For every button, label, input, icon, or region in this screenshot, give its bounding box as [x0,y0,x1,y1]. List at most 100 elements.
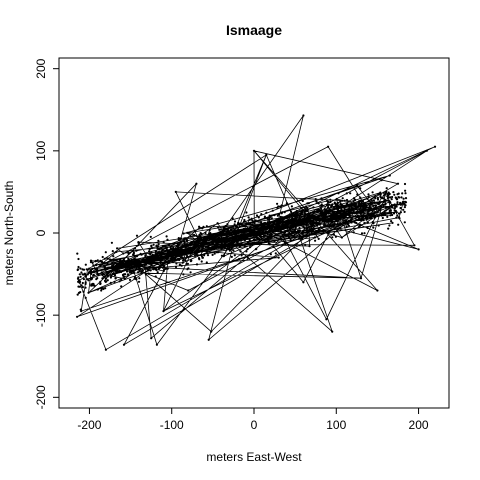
data-point [179,237,183,240]
data-point [291,231,294,234]
data-point [184,246,187,249]
data-point [133,247,137,250]
data-point [109,276,112,279]
data-point [132,254,135,257]
data-point [336,214,340,217]
data-point [112,267,115,270]
data-point [187,251,191,254]
data-point [106,275,109,278]
data-point [382,203,385,207]
data-point [137,271,140,274]
data-point [137,241,140,244]
data-point [149,255,153,258]
data-point [223,246,226,249]
data-point [280,230,283,233]
data-point [223,226,226,230]
data-point [366,221,369,224]
data-point [104,266,107,269]
data-point [335,223,338,226]
data-point [119,258,122,261]
data-point [159,261,162,264]
data-point [122,274,125,277]
data-point [352,207,355,211]
data-point [309,225,313,228]
data-point [200,254,203,258]
data-point [312,219,315,222]
data-point [283,233,287,236]
data-point [342,219,346,222]
data-point [331,330,334,333]
data-point [361,210,364,213]
data-point [240,254,243,257]
data-point [126,273,130,276]
data-point [87,279,90,282]
data-point [329,200,332,204]
data-point [343,211,347,215]
data-point [258,241,261,245]
data-point [164,256,167,259]
data-point [399,211,402,214]
data-point [402,197,405,200]
data-point [386,215,389,218]
data-point [363,232,366,235]
data-point [265,211,268,214]
data-point [390,205,393,208]
data-point [92,264,95,267]
data-point [317,229,320,232]
data-point [268,216,271,219]
data-point [84,296,87,299]
data-point [307,202,310,205]
data-point [304,213,307,216]
data-point [299,223,302,227]
data-point [246,256,249,259]
data-point [281,227,284,231]
data-point [339,223,342,226]
data-point [342,216,345,219]
data-point [104,277,107,280]
data-point [359,206,362,209]
data-point [160,264,163,267]
data-point [223,241,226,244]
data-layer [76,114,437,351]
data-point [306,216,310,219]
data-point [199,235,202,239]
data-point [272,245,275,248]
data-point [303,227,306,230]
data-point [235,225,239,228]
data-point [99,260,102,263]
data-point [367,210,370,213]
data-point [137,266,140,269]
data-point [212,239,216,242]
data-point [345,219,348,223]
data-point [189,235,192,238]
data-point [286,223,289,226]
data-point [178,255,181,258]
data-point [288,213,291,216]
data-point [154,250,157,253]
data-point [384,198,387,201]
data-point [82,278,85,281]
data-point [343,207,346,210]
data-point [314,239,317,242]
data-point [189,251,192,254]
data-point [305,233,308,236]
data-point [337,223,340,226]
data-point [128,261,131,264]
data-point [216,222,219,225]
data-point [318,214,321,217]
data-point [295,209,298,213]
data-point [379,196,382,199]
data-point [255,214,259,217]
data-point [110,274,113,277]
data-point [195,263,199,266]
data-point [347,224,350,227]
data-point [403,221,406,224]
data-point [393,203,396,206]
data-point [328,203,331,206]
data-point [200,260,203,263]
data-point [291,236,294,239]
data-point [279,205,282,208]
data-point [199,232,202,235]
data-point [375,206,378,209]
data-point [251,242,254,245]
